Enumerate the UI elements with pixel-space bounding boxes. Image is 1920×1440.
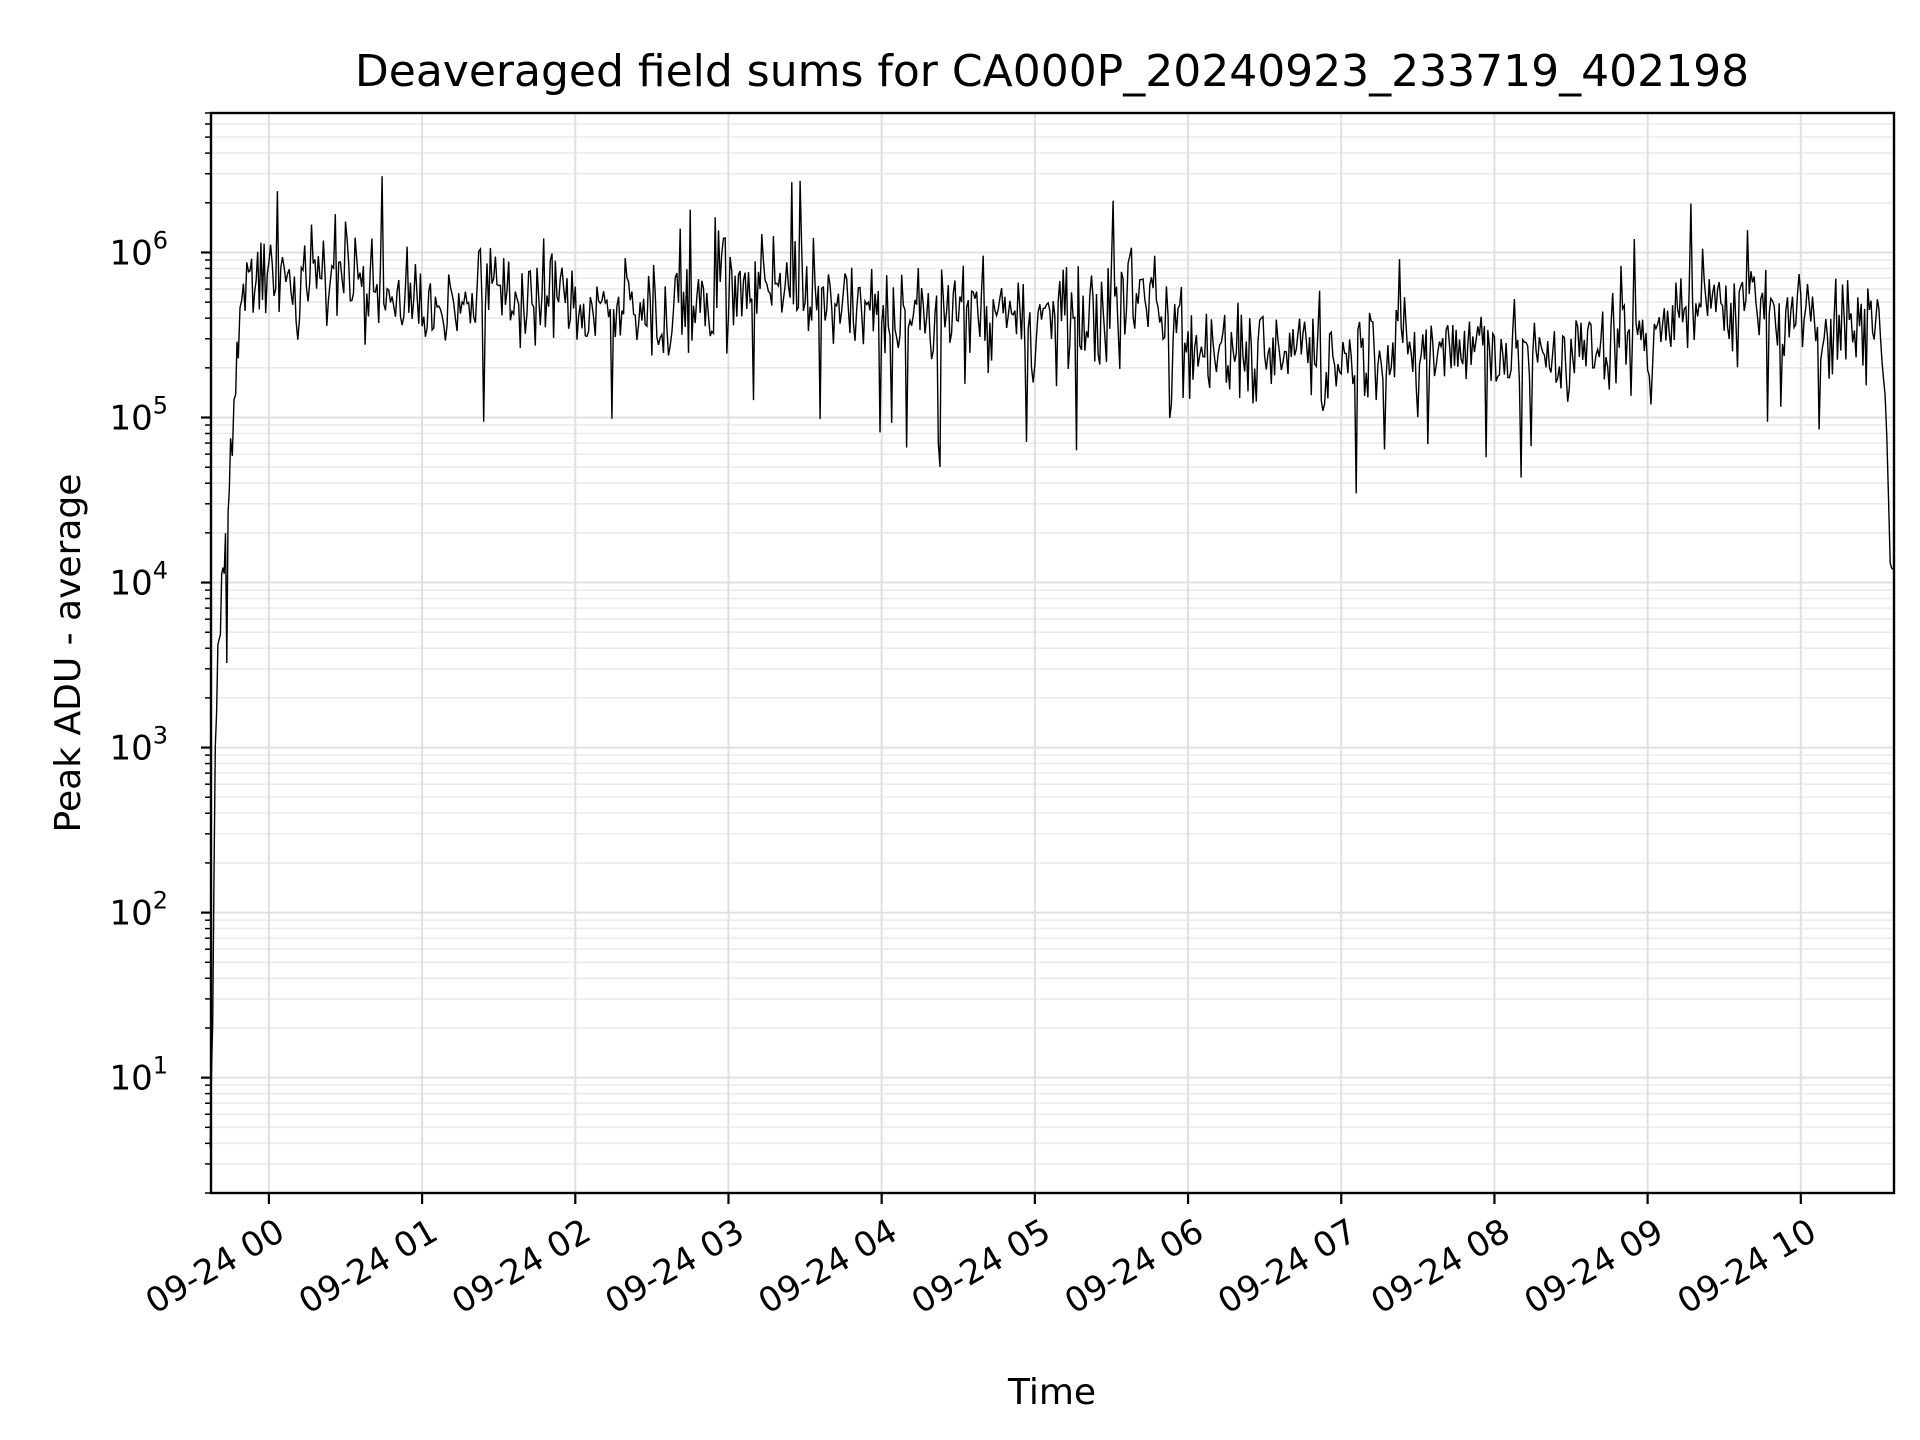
series-line <box>209 176 1894 1148</box>
y-axis-label: Peak ADU - average <box>48 474 89 833</box>
x-axis: 09-24 00 09-24 01 09-24 02 09-24 03 09-24 04… <box>139 1193 1823 1322</box>
y-axis: 101 102 103 104 105 106 <box>109 112 211 1194</box>
x-tick-label: 09-24 06 <box>1058 1211 1210 1322</box>
x-tick-label: 09-24 08 <box>1365 1211 1517 1322</box>
y-tick-label: 101 <box>109 1052 168 1099</box>
plot-area <box>209 176 1894 1148</box>
plot-frame <box>209 111 1896 1195</box>
x-tick-label: 09-24 09 <box>1518 1211 1670 1322</box>
x-tick-label: 09-24 07 <box>1211 1211 1363 1322</box>
y-tick-label: 103 <box>109 722 168 769</box>
x-tick-label: 09-24 03 <box>599 1211 751 1322</box>
y-tick-label: 102 <box>109 887 168 934</box>
y-tick-label: 106 <box>109 226 168 273</box>
y-tick-label: 104 <box>109 557 168 604</box>
x-axis-label: Time <box>1007 1372 1096 1413</box>
x-tick-label: 09-24 02 <box>445 1211 597 1322</box>
x-tick-label: 09-24 01 <box>292 1211 444 1322</box>
x-tick-label: 09-24 04 <box>752 1211 904 1322</box>
grid <box>211 112 1894 1194</box>
x-tick-label: 09-24 00 <box>139 1211 291 1322</box>
x-tick-label: 09-24 05 <box>905 1211 1057 1322</box>
chart-title: Deaveraged field sums for CA000P_2024092… <box>355 46 1749 97</box>
y-tick-label: 105 <box>109 392 168 439</box>
x-tick-label: 09-24 10 <box>1671 1211 1823 1322</box>
